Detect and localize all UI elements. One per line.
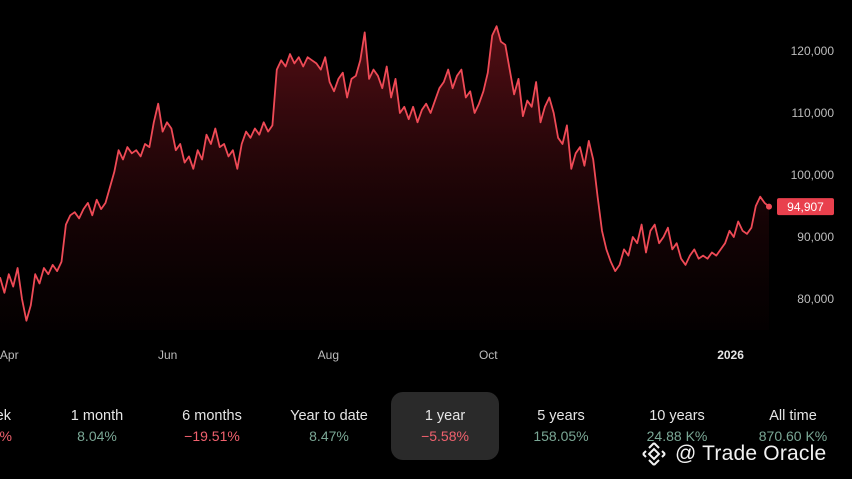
period-change: −19.51% — [184, 428, 240, 444]
current-price-tag-bg — [777, 198, 834, 216]
y-axis: 120,000 110,000 100,000 90,000 80,000 — [791, 44, 835, 306]
x-tick-label: Jun — [158, 348, 177, 362]
x-axis: Apr Jun Aug Oct 2026 — [0, 348, 744, 362]
period-tab-6-months[interactable]: 6 months −19.51% — [158, 392, 266, 460]
x-tick-label: Apr — [0, 348, 19, 362]
y-tick-label: 100,000 — [791, 168, 835, 182]
price-area-fill — [0, 26, 769, 330]
period-label: 1 week — [0, 408, 11, 424]
period-tab-year-to-date[interactable]: Year to date 8.47% — [275, 392, 383, 460]
x-tick-label: 2026 — [717, 348, 744, 362]
watermark-text: @ Trade Oracle — [675, 442, 827, 465]
period-change: +0.20% — [0, 428, 12, 444]
period-tab-all-time[interactable]: All time 870.60 K% — [739, 392, 847, 460]
y-tick-label: 90,000 — [797, 230, 834, 244]
period-label: 1 month — [70, 408, 124, 424]
period-tab-10-years[interactable]: 10 years 24.88 K% — [623, 392, 731, 460]
y-tick-label: 110,000 — [792, 106, 835, 120]
period-tab-1-month[interactable]: 1 month 8.04% — [43, 392, 151, 460]
y-tick-label: 80,000 — [797, 292, 834, 306]
period-change: 24.88 K% — [646, 428, 708, 444]
current-price-tag: 94,907 — [777, 198, 834, 216]
period-change: 8.04% — [77, 428, 117, 444]
x-tick-label: Oct — [479, 348, 498, 362]
x-tick-label: Aug — [318, 348, 339, 362]
period-label: 6 months — [182, 408, 242, 424]
period-change: 8.47% — [309, 428, 349, 444]
watermark: @ Trade Oracle — [641, 440, 826, 468]
period-label: Year to date — [290, 408, 368, 424]
price-line — [0, 25, 770, 322]
period-change: 870.60 K% — [758, 428, 828, 444]
period-selector: 1 week +0.20% 1 month 8.04% 6 months −19.51% Y… — [0, 392, 852, 462]
current-price-dot — [766, 203, 772, 210]
period-tab-1-year[interactable]: 1 year −5.58% — [391, 392, 499, 460]
current-price-label: 94,907 — [787, 200, 824, 214]
period-tab-5-years[interactable]: 5 years 158.05% — [507, 392, 615, 460]
period-label: All time — [769, 408, 817, 424]
period-change: 158.05% — [533, 428, 589, 444]
price-chart[interactable]: 120,000 110,000 100,000 90,000 80,000 Apr Jun… — [0, 0, 852, 370]
period-change: −5.58% — [421, 428, 469, 444]
period-label: 1 year — [424, 408, 466, 424]
binance-logo-icon — [642, 442, 666, 466]
period-tab-1-week[interactable]: 1 week +0.20% — [0, 392, 42, 460]
period-label: 10 years — [649, 408, 705, 424]
period-label: 5 years — [537, 408, 585, 424]
y-tick-label: 120,000 — [791, 44, 835, 58]
